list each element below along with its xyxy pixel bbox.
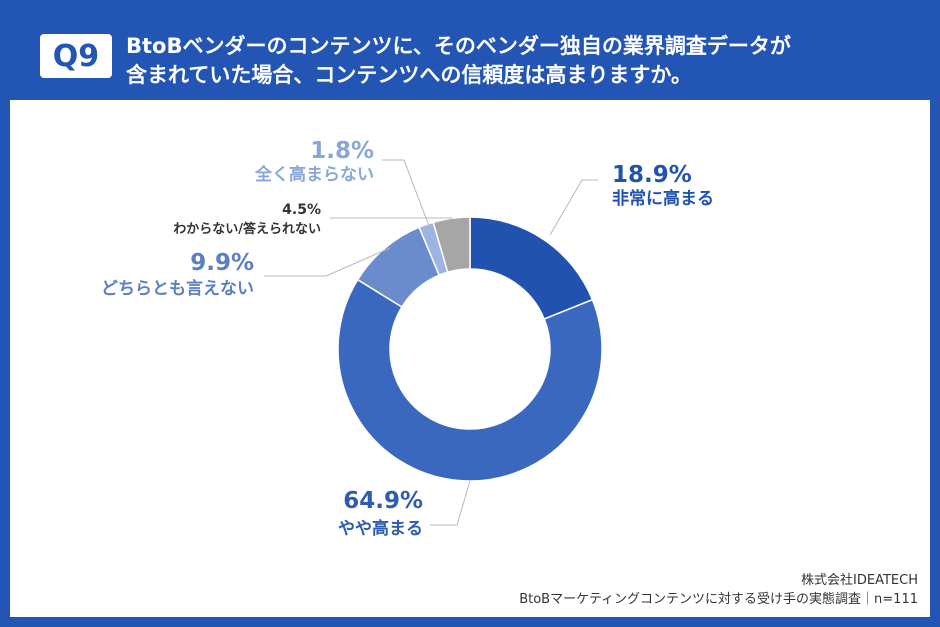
slice-category-label: やや高まる: [338, 518, 423, 539]
donut-chart: 18.9%非常に高まる 64.9% やや高まる 9.9%どちらとも言えない 1.8%全く…: [101, 138, 714, 539]
slice-percent-label: 1.8%: [310, 138, 374, 164]
slice-percent-label: 18.9%: [612, 162, 692, 188]
leader-line: [549, 179, 598, 236]
slice-category-label: わからない/答えられない: [173, 221, 321, 237]
donut-slice: [337, 278, 603, 482]
leader-line: [430, 480, 471, 526]
question-number-badge: Q9: [40, 34, 112, 78]
header: Q9 BtoBベンダーのコンテンツに、そのベンダー独自の業界調査データが 含まれ…: [0, 0, 940, 100]
donut-slice: [469, 216, 594, 321]
donut-slices: [337, 216, 603, 482]
leader-lines: [264, 159, 598, 526]
question-title-line-2: 含まれていた場合、コンテンツへの信頼度は高まりますか。: [126, 63, 692, 87]
slice-labels: 18.9%非常に高まる 64.9% やや高まる 9.9%どちらとも言えない 1.8%全く…: [101, 138, 714, 539]
slice-percent-label: 4.5%: [282, 202, 321, 218]
slice-category-label: 全く高まらない: [254, 164, 374, 185]
leader-line: [382, 159, 430, 227]
question-title-line-1: BtoBベンダーのコンテンツに、そのベンダー独自の業界調査データが: [126, 34, 791, 58]
slice-percent-label: 64.9%: [343, 488, 423, 514]
question-title: BtoBベンダーのコンテンツに、そのベンダー独自の業界調査データが 含まれていた…: [126, 32, 916, 90]
leader-line: [264, 247, 391, 277]
source-note: 株式会社IDEATECH BtoBマーケティングコンテンツに対する受け手の実態調…: [519, 571, 918, 609]
chart-panel: 18.9% 非常に高まる 64.9% やや高まる 9.9% どちらとも言えない 1.8% 全く…: [10, 100, 930, 617]
donut-slice: [432, 216, 471, 274]
source-company: 株式会社IDEATECH: [801, 573, 918, 588]
slice-category-label: 非常に高まる: [612, 188, 714, 209]
slice-category-label: どちらとも言えない: [101, 278, 254, 299]
slice-percent-label: 9.9%: [190, 250, 254, 276]
source-survey: BtoBマーケティングコンテンツに対する受け手の実態調査｜n=111: [519, 592, 918, 607]
